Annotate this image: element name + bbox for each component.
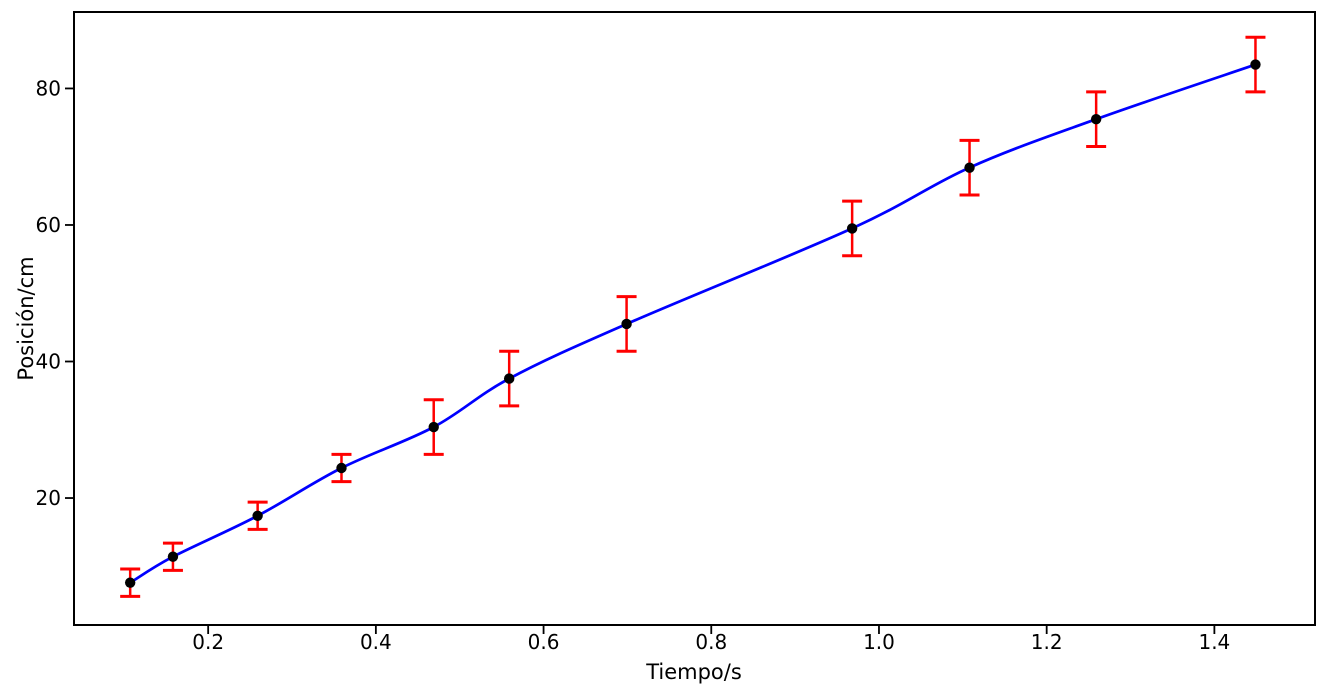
x-tick-label: 1.4 [1198, 630, 1230, 654]
data-point [167, 551, 179, 562]
data-point [252, 510, 263, 521]
axes-spines [73, 11, 1316, 626]
x-tick-label: 1.0 [863, 630, 895, 654]
axes-group [65, 11, 1316, 634]
tick-labels-group: 0.2 0.4 0.6 0.8 1.0 1.2 1.4 20 40 60 80 [36, 76, 1231, 654]
x-axis-label: Tiempo/s [645, 660, 742, 684]
data-point [964, 162, 975, 173]
data-point [1250, 59, 1261, 70]
data-points-group [124, 59, 1261, 588]
y-tick-label: 60 [36, 213, 61, 237]
data-point [503, 373, 515, 384]
y-tick-label: 40 [36, 350, 61, 374]
x-tick-label: 0.2 [192, 630, 224, 654]
x-tick-label: 0.4 [360, 630, 392, 654]
y-tick-label: 80 [36, 76, 61, 100]
y-tick-label: 20 [36, 486, 61, 510]
data-point [336, 462, 347, 474]
x-tick-label: 0.8 [695, 630, 727, 654]
data-point [621, 318, 632, 330]
fit-line [128, 63, 1257, 585]
x-tick-label: 1.2 [1031, 630, 1063, 654]
data-point [124, 577, 136, 588]
data-point [1090, 113, 1102, 125]
data-point [428, 421, 439, 433]
data-point [846, 223, 858, 234]
fit-line-group [128, 63, 1257, 585]
y-axis-label: Posición/cm [14, 256, 38, 380]
x-tick-label: 0.6 [528, 630, 560, 654]
